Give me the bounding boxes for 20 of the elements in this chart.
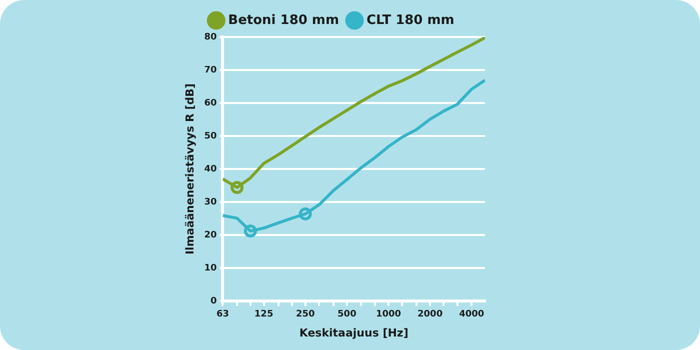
y-tick-label: 60 xyxy=(204,98,217,108)
x-tick-label: 125 xyxy=(254,310,274,320)
y-tick-label: 20 xyxy=(204,230,217,240)
y-tick-label: 50 xyxy=(204,131,217,142)
y-tick-label: 0 xyxy=(210,296,217,306)
x-tick-label: 250 xyxy=(296,310,315,320)
x-axis-title: Keskitaajuus [Hz] xyxy=(299,326,408,340)
legend-label: CLT 180 mm xyxy=(366,12,454,28)
y-tick-label: 10 xyxy=(204,263,217,274)
x-tick-label: 4000 xyxy=(459,310,484,320)
y-tick-label: 70 xyxy=(204,65,217,76)
y-tick-label: 30 xyxy=(204,197,217,208)
y-tick-label: 40 xyxy=(204,164,217,174)
x-tick-label: 63 xyxy=(216,310,229,320)
x-tick-label: 2000 xyxy=(418,310,443,320)
x-tick-label: 1000 xyxy=(376,310,402,320)
y-tick-label: 80 xyxy=(204,32,217,42)
y-axis-title: Ilmaääneneristävyys R [dB] xyxy=(183,83,196,255)
x-tick-label: 500 xyxy=(338,310,356,320)
legend-label: Betoni 180 mm xyxy=(228,12,340,28)
